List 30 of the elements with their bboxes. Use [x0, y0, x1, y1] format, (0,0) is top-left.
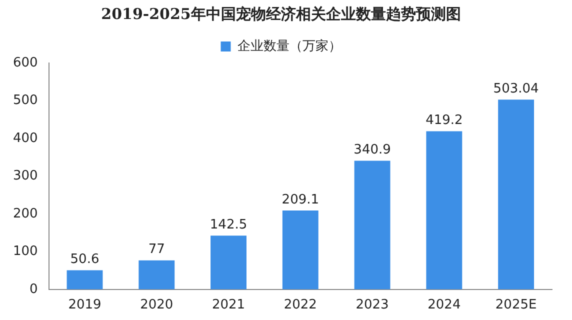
- x-tick-label: 2019: [68, 298, 102, 313]
- x-tick-label: 2024: [428, 298, 461, 313]
- x-tick-label: 2022: [284, 298, 317, 313]
- legend-label: 企业数量（万家）: [237, 38, 342, 54]
- x-tick-label: 2020: [140, 298, 174, 313]
- data-label: 77: [148, 242, 165, 258]
- y-tick-label: 300: [12, 168, 38, 184]
- bar: [354, 160, 390, 290]
- bar: [426, 131, 462, 290]
- y-tick-label: 500: [12, 93, 38, 108]
- x-tick-label: 2021: [212, 298, 246, 313]
- data-label: 340.9: [354, 142, 391, 158]
- bar: [498, 100, 534, 290]
- x-tick-label: 2023: [356, 298, 389, 313]
- bar: [210, 236, 246, 290]
- y-tick-label: 400: [12, 130, 38, 146]
- data-label: 209.1: [282, 192, 320, 208]
- data-label: 419.2: [426, 113, 463, 128]
- y-tick-label: 600: [12, 55, 38, 70]
- data-label: 50.6: [70, 252, 100, 268]
- data-label: 503.04: [493, 81, 539, 96]
- chart-title: 2019-2025年中国宠物经济相关企业数量趋势预测图: [101, 4, 461, 23]
- y-tick-label: 0: [30, 282, 38, 297]
- y-tick-label: 100: [12, 244, 38, 260]
- x-tick-label: 2025E: [495, 298, 537, 313]
- y-tick-label: 200: [12, 206, 38, 222]
- bar: [138, 260, 175, 290]
- data-label: 142.5: [210, 218, 248, 233]
- bar: [66, 270, 103, 290]
- bar: [282, 210, 318, 290]
